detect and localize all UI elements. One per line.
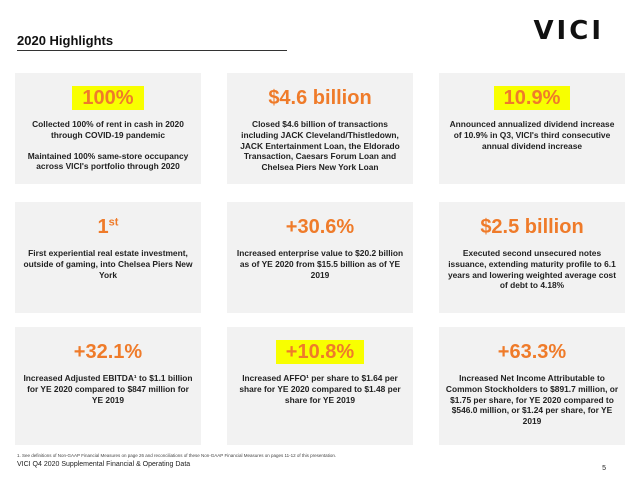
highlight-description: Increased AFFO¹ per share to $1.64 per s… bbox=[239, 373, 401, 405]
highlight-value-suffix: st bbox=[108, 216, 119, 229]
highlight-value: +30.6% bbox=[285, 216, 355, 238]
highlight-description: First experiential real estate investmen… bbox=[23, 248, 193, 280]
highlight-value: 10.9% bbox=[493, 86, 571, 110]
highlight-card-dividend: 10.9% Announced annualized dividend incr… bbox=[439, 73, 625, 184]
highlight-value-number: 1 bbox=[97, 216, 109, 238]
highlight-card-affo: +10.8% Increased AFFO¹ per share to $1.6… bbox=[227, 327, 413, 445]
highlight-card-enterprise-value: +30.6% Increased enterprise value to $20… bbox=[227, 202, 413, 313]
highlight-description: Maintained 100% same-store occupancy acr… bbox=[27, 150, 189, 172]
page-number: 5 bbox=[602, 465, 606, 472]
highlight-value: +63.3% bbox=[497, 341, 567, 363]
footnote: 1. See definitions of Non-GAAP Financial… bbox=[17, 453, 337, 458]
highlight-card-notes-issuance: $2.5 billion Executed second unsecured n… bbox=[439, 202, 625, 313]
highlight-description: Collected 100% of rent in cash in 2020 t… bbox=[32, 119, 184, 140]
highlight-description: Increased Adjusted EBITDA¹ to $1.1 billi… bbox=[23, 373, 193, 405]
highlight-value: 100% bbox=[72, 86, 144, 110]
highlight-card-rent-collection: 100% Collected 100% of rent in cash in 2… bbox=[15, 73, 201, 184]
highlight-card-experiential: 1st First experiential real estate inves… bbox=[15, 202, 201, 313]
highlight-description: Increased enterprise value to $20.2 bill… bbox=[236, 248, 404, 280]
highlight-card-ebitda: +32.1% Increased Adjusted EBITDA¹ to $1.… bbox=[15, 327, 201, 445]
highlight-value: 1st bbox=[98, 215, 119, 239]
footer-source: VICI Q4 2020 Supplemental Financial & Op… bbox=[17, 461, 191, 468]
highlight-description: Increased Net Income Attributable to Com… bbox=[445, 373, 619, 427]
highlight-description: Announced annualized dividend increase o… bbox=[449, 119, 615, 151]
highlight-value: $2.5 billion bbox=[480, 216, 584, 238]
highlights-grid: 100% Collected 100% of rent in cash in 2… bbox=[15, 73, 625, 445]
vici-logo: VICI bbox=[533, 16, 604, 46]
highlight-description: Closed $4.6 billion of transactions incl… bbox=[240, 119, 400, 173]
title-divider bbox=[17, 50, 287, 51]
highlight-value: +32.1% bbox=[73, 341, 143, 363]
highlight-card-transactions: $4.6 billion Closed $4.6 billion of tran… bbox=[227, 73, 413, 184]
highlight-card-net-income: +63.3% Increased Net Income Attributable… bbox=[439, 327, 625, 445]
page-title: 2020 Highlights bbox=[17, 33, 114, 48]
highlight-value: $4.6 billion bbox=[268, 87, 372, 109]
highlight-value: +10.8% bbox=[275, 340, 365, 364]
highlight-description: Executed second unsecured notes issuance… bbox=[447, 248, 617, 291]
